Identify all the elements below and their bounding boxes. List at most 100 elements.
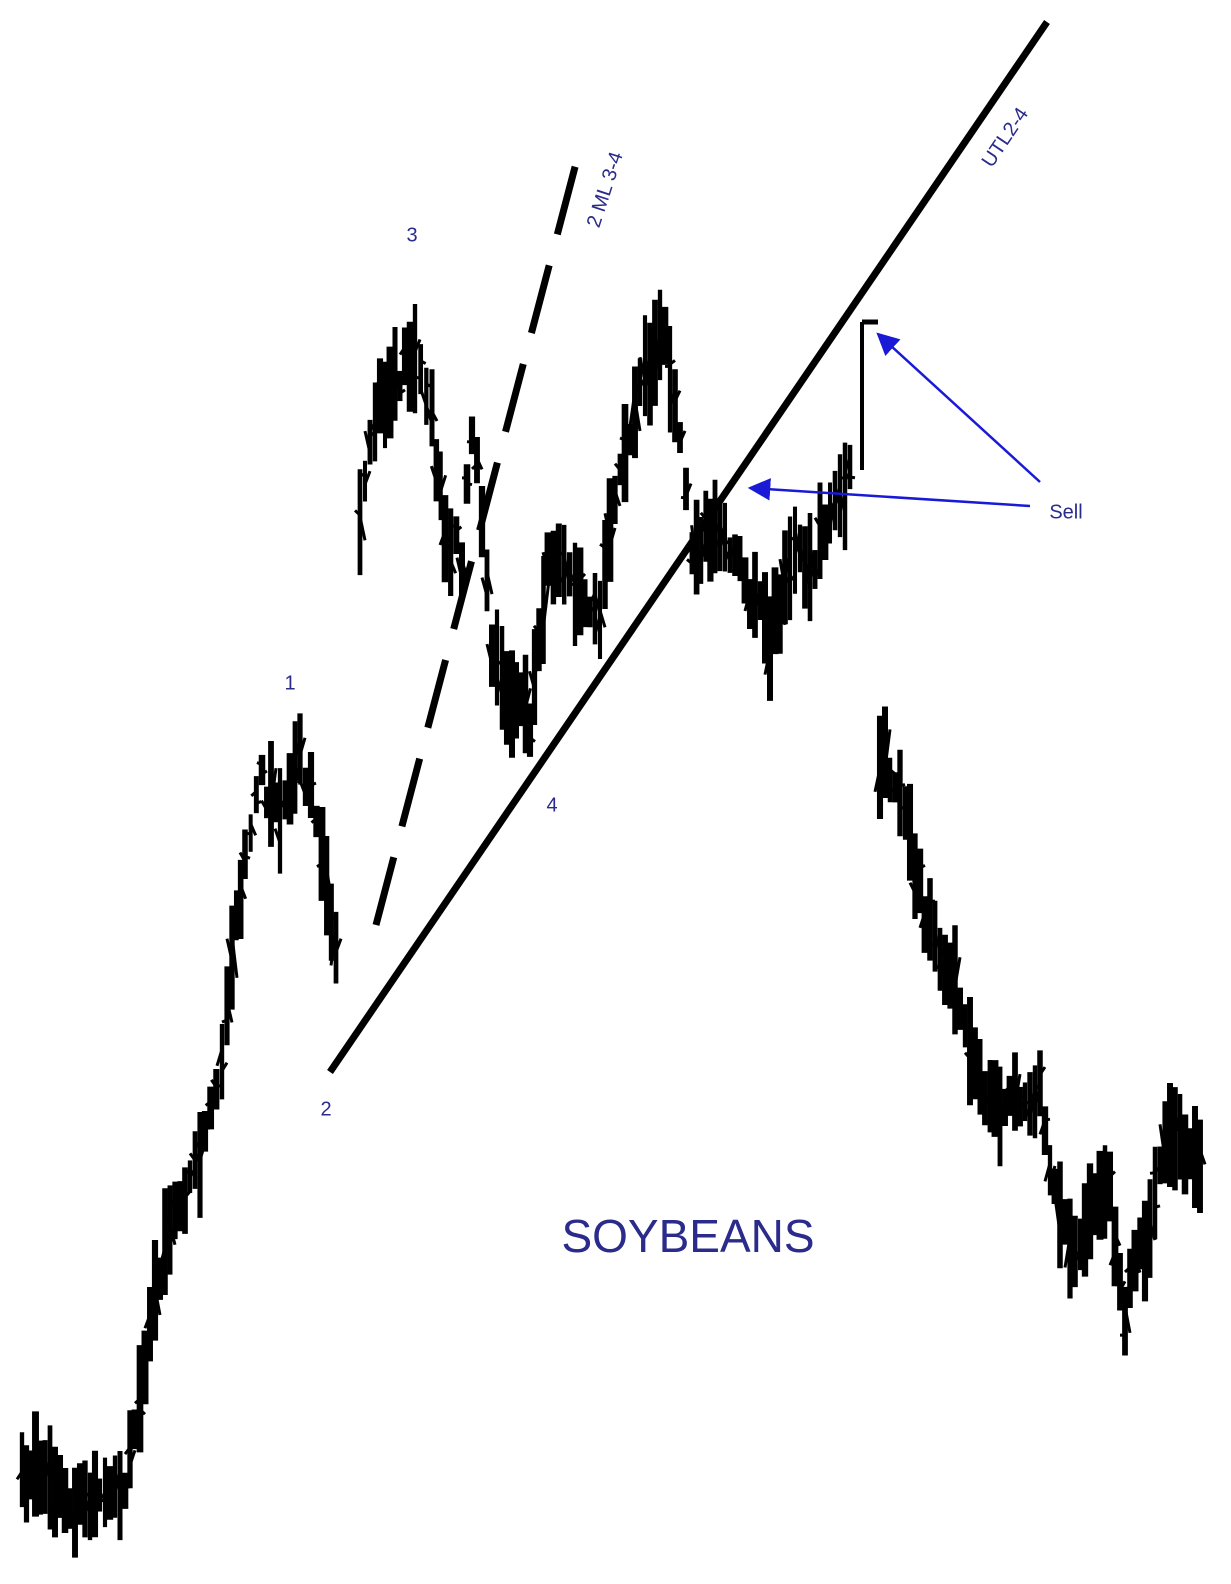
price-bar	[524, 688, 532, 708]
price-bar	[404, 354, 411, 360]
price-bar	[399, 388, 406, 395]
price-bar	[584, 610, 591, 617]
price-bar	[413, 338, 422, 353]
price-bar	[1143, 1209, 1152, 1249]
price-bar	[619, 436, 626, 442]
price-bar	[1123, 1306, 1132, 1334]
price-bar	[261, 769, 268, 776]
price-bar	[15, 1471, 24, 1481]
price-bar	[878, 730, 887, 771]
price-bar	[774, 601, 781, 607]
price-bar	[823, 521, 832, 529]
price-bar	[934, 963, 941, 971]
pivot-label: 1	[284, 672, 295, 694]
price-bar	[269, 806, 277, 813]
price-bar	[238, 851, 247, 863]
price-bar	[1093, 1195, 1102, 1215]
price-bar	[1008, 1090, 1017, 1111]
price-bar	[178, 1186, 187, 1214]
price-bar	[316, 862, 323, 868]
price-bar	[883, 773, 892, 791]
price-bar	[648, 334, 657, 378]
price-bar	[480, 577, 489, 597]
price-bar	[188, 1152, 197, 1162]
price-bar	[599, 543, 606, 549]
price-bar	[398, 346, 407, 356]
price-bar	[1184, 1160, 1191, 1166]
price-bar	[249, 823, 258, 836]
price-bars	[15, 289, 1207, 1558]
price-bar	[510, 685, 518, 699]
price-bar	[485, 571, 494, 595]
price-bar	[128, 1449, 137, 1466]
price-bar	[230, 935, 239, 978]
price-bar	[542, 584, 550, 626]
price-bar	[310, 817, 318, 824]
price-bar	[393, 380, 402, 390]
price-bar	[598, 610, 607, 628]
price-bar	[239, 885, 248, 900]
price-bar	[304, 790, 313, 802]
price-bar	[1173, 1115, 1182, 1132]
price-bar	[104, 1500, 111, 1505]
price-bar	[1003, 1085, 1012, 1093]
price-bar	[184, 1169, 191, 1175]
price-bar	[1158, 1124, 1167, 1159]
price-bar	[958, 1016, 967, 1029]
price-bar	[923, 903, 932, 928]
price-bar	[908, 882, 917, 894]
price-bar	[633, 399, 642, 432]
price-bar	[29, 1466, 37, 1485]
price-bar	[673, 389, 682, 402]
price-bar	[24, 1472, 33, 1484]
price-bar	[444, 534, 452, 544]
price-bar	[1019, 1093, 1026, 1100]
price-bar	[1013, 1097, 1022, 1106]
price-bar	[129, 1424, 136, 1431]
price-bar	[430, 411, 439, 422]
price-bar	[250, 790, 258, 798]
price-bar	[1163, 1109, 1172, 1123]
price-bar	[358, 516, 367, 541]
price-bar	[158, 1247, 167, 1267]
price-bar	[638, 356, 647, 381]
price-bar	[684, 482, 693, 497]
price-bar	[234, 900, 243, 918]
line-label: 2 ML 3-4	[583, 149, 628, 230]
price-bar	[808, 566, 817, 579]
price-bar	[134, 1397, 141, 1405]
price-bar	[608, 527, 617, 546]
price-bar	[674, 429, 681, 435]
price-bar	[963, 1051, 972, 1060]
price-bar	[919, 864, 926, 870]
price-bar	[849, 475, 856, 480]
median-line	[372, 147, 584, 926]
pivot-label: 3	[406, 224, 417, 246]
price-bar	[230, 918, 238, 928]
price-bar	[713, 521, 722, 536]
price-bar	[168, 1198, 177, 1210]
price-bar	[154, 1283, 161, 1288]
price-bar	[220, 1061, 229, 1072]
price-bar	[789, 535, 796, 542]
price-bar	[283, 782, 292, 795]
price-bar	[883, 729, 892, 769]
price-bar	[819, 537, 826, 543]
price-bar	[690, 525, 699, 567]
price-bar	[429, 465, 438, 482]
price-bar	[1108, 1170, 1117, 1178]
price-bar	[1194, 1146, 1201, 1153]
price-bar	[888, 786, 897, 794]
price-bar	[221, 1018, 228, 1024]
price-bar	[613, 462, 622, 471]
price-bar	[1188, 1158, 1197, 1179]
price-bar	[495, 676, 504, 695]
price-bar	[1154, 1204, 1161, 1209]
price-bar	[974, 1056, 981, 1062]
price-bar	[225, 938, 234, 962]
price-bar	[668, 391, 677, 408]
price-bar	[138, 1354, 147, 1364]
price-bar	[798, 549, 807, 567]
chart-title: SOYBEANS	[561, 1210, 814, 1262]
